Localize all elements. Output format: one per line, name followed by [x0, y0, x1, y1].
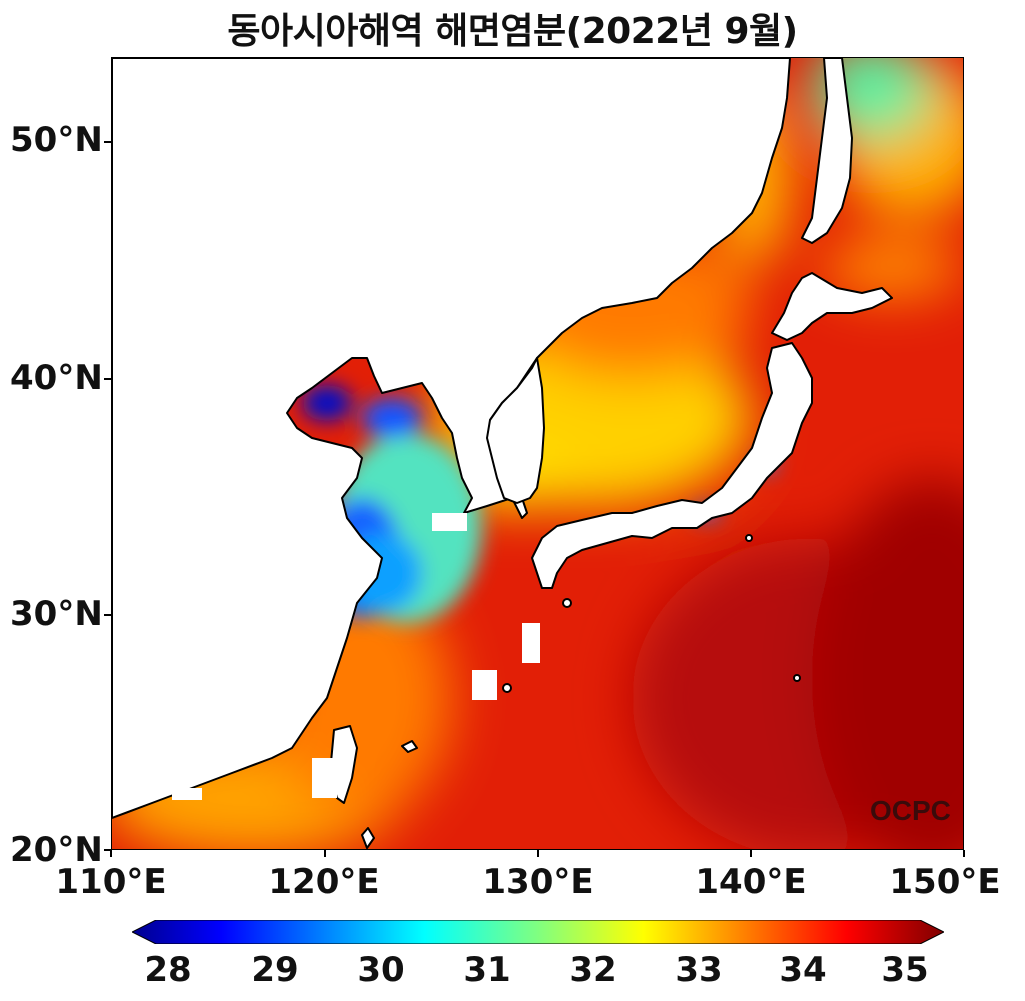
y-tick-30n [104, 614, 111, 616]
y-axis-label-50n: 50°N [10, 120, 103, 160]
x-tick-130e [537, 850, 539, 857]
y-axis-label-30n: 30°N [10, 594, 103, 634]
x-axis-label-130e: 130°E [482, 862, 594, 902]
ocpc-watermark: OCPC [870, 795, 951, 826]
x-tick-150e [963, 850, 965, 857]
colorbar-tick-35: 35 [881, 950, 929, 990]
x-axis-label-120e: 120°E [268, 862, 380, 902]
x-tick-140e [750, 850, 752, 857]
salinity-map [111, 57, 964, 850]
colorbar-tick-29: 29 [251, 950, 299, 990]
land-mask [112, 58, 893, 849]
y-axis-label-40n: 40°N [10, 358, 103, 398]
x-axis-label-140e: 140°E [695, 862, 807, 902]
x-tick-110e [110, 850, 112, 857]
x-axis-label-150e: 150°E [889, 862, 1001, 902]
map-title: 동아시아해역 해면염분(2022년 9월) [227, 11, 798, 52]
y-tick-40n [104, 378, 111, 380]
y-tick-50n [104, 141, 111, 143]
colorbar-tick-33: 33 [675, 950, 723, 990]
colorbar-tick-28: 28 [144, 950, 192, 990]
x-axis-label-110e: 110°E [55, 862, 167, 902]
y-axis-label-20n: 20°N [10, 830, 103, 870]
x-tick-120e [324, 850, 326, 857]
colorbar-tick-30: 30 [357, 950, 405, 990]
missing-data-patches [172, 513, 540, 800]
colorbar-tick-34: 34 [779, 950, 827, 990]
colorbar-tick-31: 31 [463, 950, 511, 990]
y-tick-20n [104, 849, 111, 851]
colorbar [132, 920, 944, 944]
colorbar-tick-32: 32 [569, 950, 617, 990]
